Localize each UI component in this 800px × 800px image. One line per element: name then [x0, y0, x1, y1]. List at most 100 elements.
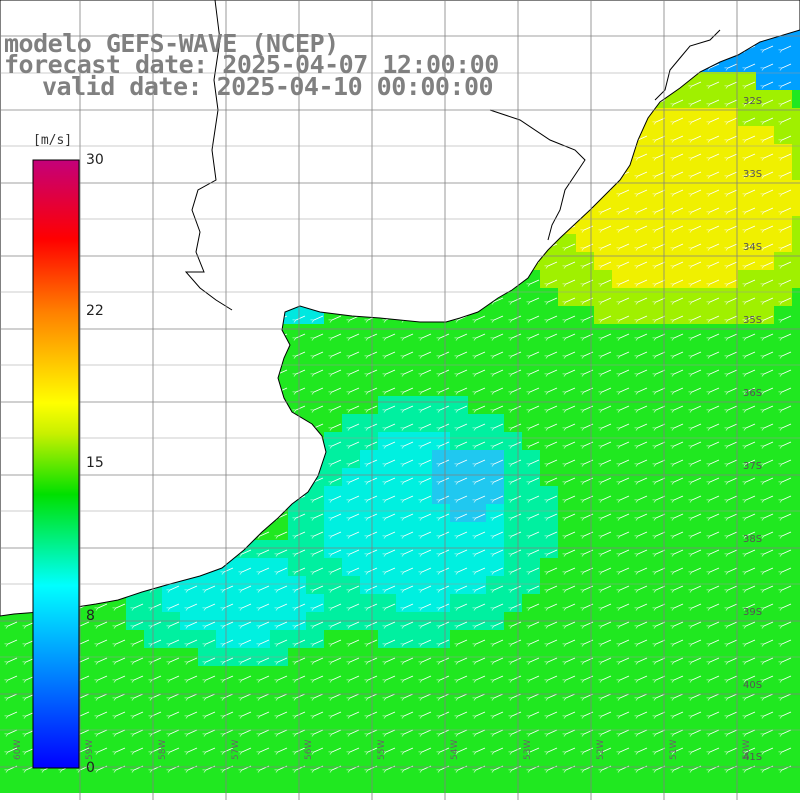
wind-arrow	[368, 369, 378, 374]
field-cell	[576, 504, 595, 523]
field-cell	[360, 450, 379, 469]
field-cell	[126, 612, 145, 631]
field-cell	[540, 432, 559, 451]
field-cell	[324, 558, 343, 577]
field-cell	[144, 684, 163, 703]
field-cell	[612, 486, 631, 505]
wind-arrow	[656, 315, 666, 320]
field-cell	[144, 774, 163, 793]
field-cell	[360, 558, 379, 577]
field-cell	[486, 486, 505, 505]
field-cell	[396, 360, 415, 379]
field-cell	[774, 270, 793, 289]
wind-arrow	[728, 333, 738, 338]
field-cell	[684, 738, 703, 757]
field-cell	[288, 576, 307, 595]
wind-arrow	[350, 495, 360, 500]
field-cell	[720, 324, 739, 343]
field-cell	[594, 612, 613, 631]
field-cell	[396, 666, 415, 685]
field-cell	[792, 540, 800, 559]
wind-arrow	[728, 477, 738, 482]
wind-arrow	[512, 369, 522, 374]
field-cell	[342, 738, 361, 757]
wind-arrow	[332, 495, 342, 500]
field-cell	[612, 360, 631, 379]
field-cell	[306, 666, 325, 685]
field-cell	[702, 756, 721, 775]
field-cell	[108, 630, 127, 649]
field-cell	[486, 360, 505, 379]
wind-arrow	[728, 225, 738, 230]
field-cell	[414, 558, 433, 577]
field-cell	[558, 486, 577, 505]
wind-arrow	[746, 189, 756, 194]
field-cell	[612, 630, 631, 649]
wind-arrow	[692, 243, 702, 248]
field-cell	[486, 702, 505, 721]
wind-arrow	[710, 333, 720, 338]
wind-arrow	[728, 441, 738, 446]
lat-label-34S: 34S	[743, 242, 762, 253]
field-cell	[504, 684, 523, 703]
field-cell	[630, 540, 649, 559]
wind-arrow	[692, 477, 702, 482]
field-cell	[792, 720, 800, 739]
field-cell	[684, 306, 703, 325]
field-cell	[594, 684, 613, 703]
field-cell	[756, 324, 775, 343]
field-cell	[180, 594, 199, 613]
field-cell	[180, 702, 199, 721]
field-cell	[414, 450, 433, 469]
field-cell	[126, 648, 145, 667]
wind-arrow	[404, 405, 414, 410]
field-cell	[144, 702, 163, 721]
field-cell	[234, 684, 253, 703]
wind-arrow	[728, 81, 738, 86]
field-cell	[162, 666, 181, 685]
wind-arrow	[692, 261, 702, 266]
field-cell	[612, 414, 631, 433]
field-cell	[756, 702, 775, 721]
field-cell	[684, 468, 703, 487]
wind-arrow	[710, 153, 720, 158]
field-cell	[666, 702, 685, 721]
field-cell	[558, 504, 577, 523]
field-cell	[774, 612, 793, 631]
wind-arrow	[512, 459, 522, 464]
wind-arrow	[404, 369, 414, 374]
wind-arrow	[782, 333, 792, 338]
field-cell	[450, 540, 469, 559]
field-cell	[324, 450, 343, 469]
field-cell	[576, 666, 595, 685]
wind-arrow	[512, 441, 522, 446]
wind-arrow	[638, 261, 648, 266]
wind-arrow	[368, 477, 378, 482]
wind-arrow	[620, 207, 630, 212]
field-cell	[360, 468, 379, 487]
wind-arrow	[692, 459, 702, 464]
field-cell	[774, 522, 793, 541]
field-cell	[756, 54, 775, 73]
field-cell	[378, 684, 397, 703]
wind-arrow	[494, 297, 504, 302]
field-cell	[720, 72, 739, 91]
wind-arrow	[746, 477, 756, 482]
wind-arrow	[656, 477, 666, 482]
field-cell	[720, 522, 739, 541]
field-cell	[288, 684, 307, 703]
field-cell	[720, 414, 739, 433]
field-cell	[738, 414, 757, 433]
wind-arrow	[764, 99, 774, 104]
field-cell	[432, 522, 451, 541]
field-cell	[306, 648, 325, 667]
field-cell	[432, 702, 451, 721]
field-cell	[450, 414, 469, 433]
field-cell	[792, 216, 800, 235]
field-cell	[576, 756, 595, 775]
field-cell	[414, 594, 433, 613]
wind-arrow	[746, 171, 756, 176]
wind-arrow	[728, 351, 738, 356]
field-cell	[198, 756, 217, 775]
wind-arrow	[782, 495, 792, 500]
